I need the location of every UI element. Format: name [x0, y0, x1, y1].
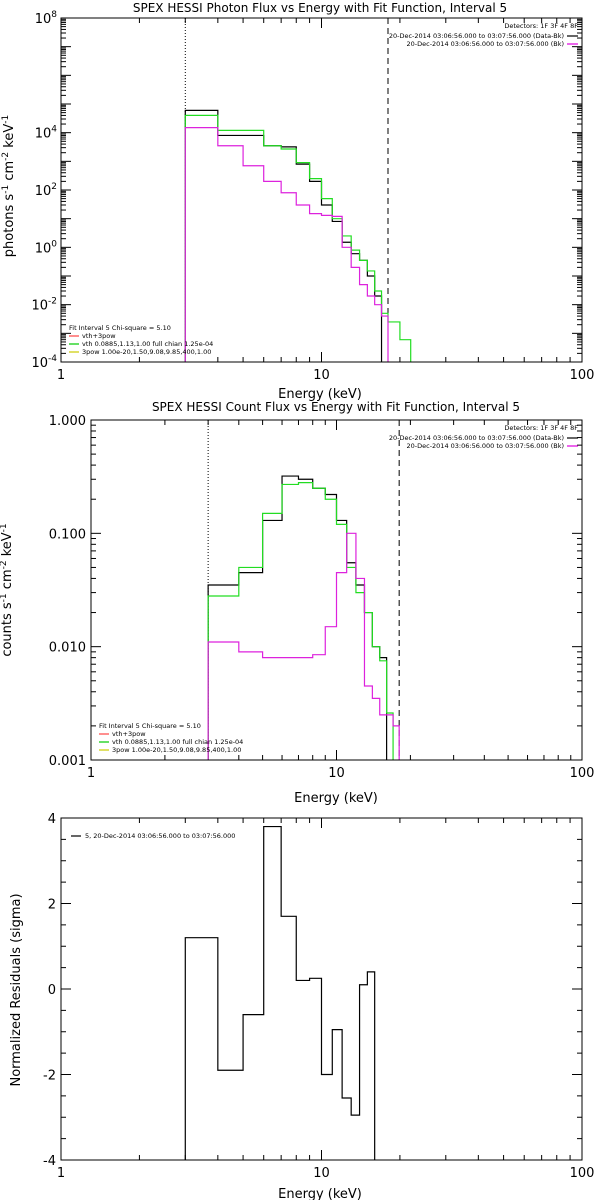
legend-entry-text: vth+3pow: [82, 332, 116, 340]
series-0-step-line: [207, 475, 388, 760]
x-tick-label: 100: [570, 1166, 595, 1181]
x-tick-label: 1: [87, 766, 95, 781]
y-tick-label: 108: [35, 10, 58, 27]
residuals-xlabel: Energy (keV): [278, 1187, 362, 1200]
x-tick-label: 10: [313, 1166, 330, 1181]
y-tick-label: 0.100: [49, 527, 86, 542]
photon-flux-panel: SPEX HESSI Photon Flux vs Energy with Fi…: [1, 1, 594, 402]
y-tick-label: 102: [35, 182, 57, 199]
y-tick-label: 0: [48, 983, 56, 998]
y-tick-label: 100: [35, 239, 58, 256]
legend-entry-text: 20-Dec-2014 03:06:56.000 to 03:07:56.000…: [407, 40, 565, 48]
y-tick-label: -2: [43, 1069, 56, 1084]
x-tick-label: 10: [328, 766, 345, 781]
photon-flux-ylabel: photons s-1 cm-2 keV-1: [1, 115, 17, 257]
count-flux-panel: SPEX HESSI Count Flux vs Energy with Fit…: [0, 400, 594, 806]
y-tick-label: -4: [43, 1154, 56, 1169]
y-tick-label: 10-2: [31, 297, 57, 314]
plot-frame: [60, 17, 583, 363]
x-tick-label: 100: [570, 766, 595, 781]
y-tick-label: 2: [48, 898, 56, 913]
legend-entry-text: 5, 20-Dec-2014 03:06:56.000 to 03:07:56.…: [85, 832, 235, 840]
count-flux-xlabel: Energy (keV): [294, 791, 378, 806]
legend-entry-text: 20-Dec-2014 03:06:56.000 to 03:07:56.000…: [407, 442, 565, 450]
y-tick-label: 10-4: [31, 354, 57, 371]
legend-fit-header: Fit Interval 5 Chi-square = 5.10: [99, 722, 201, 730]
count-flux-title: SPEX HESSI Count Flux vs Energy with Fit…: [152, 400, 520, 414]
residuals-ylabel: Normalized Residuals (sigma): [9, 893, 24, 1086]
series-2-step-line: [207, 532, 400, 760]
legend-entry-text: 20-Dec-2014 03:06:56.000 to 03:07:56.000…: [389, 32, 564, 40]
photon-flux-title: SPEX HESSI Photon Flux vs Energy with Fi…: [133, 1, 507, 15]
legend-entry-text: 3pow 1.00e-20,1.50,9.08,9.85,400,1.00: [82, 348, 211, 356]
x-tick-label: 10: [313, 368, 330, 383]
y-tick-label: 0.010: [49, 641, 86, 656]
y-tick-label: 1.000: [49, 414, 86, 429]
series-0-step-line: [184, 109, 383, 362]
y-tick-label: 0.001: [49, 754, 86, 769]
plot-frame: [60, 817, 583, 1161]
legend-detectors-text: Detectors: 1F 3F 4F 8F: [504, 22, 578, 30]
y-tick-label: 104: [35, 125, 58, 142]
legend-fit-header: Fit Interval 5 Chi-square = 5.10: [69, 324, 171, 332]
series-1-step-line: [207, 482, 394, 760]
legend-entry-text: 20-Dec-2014 03:06:56.000 to 03:07:56.000…: [389, 434, 564, 442]
y-tick-label: 4: [48, 812, 56, 827]
count-flux-ylabel: counts s-1 cm-2 keV-1: [0, 523, 15, 656]
series-0-step-line: [184, 825, 376, 1160]
legend-entry-text: vth+3pow: [112, 730, 146, 738]
legend-entry-text: vth 0.0885,1.13,1.00 full chian 1.25e-04: [112, 738, 243, 746]
x-tick-label: 100: [570, 368, 595, 383]
series-1-step-line: [184, 114, 412, 362]
x-tick-label: 1: [57, 368, 65, 383]
residuals-panel: Energy (keV) Normalized Residuals (sigma…: [9, 812, 594, 1200]
legend-detectors-text: Detectors: 1F 3F 4F 8F: [504, 424, 578, 432]
photon-flux-xlabel: Energy (keV): [278, 387, 362, 402]
legend-entry-text: vth 0.0885,1.13,1.00 full chian 1.25e-04: [82, 340, 213, 348]
legend-entry-text: 3pow 1.00e-20,1.50,9.08,9.85,400,1.00: [112, 746, 241, 754]
plot-frame: [90, 419, 583, 761]
x-tick-label: 1: [57, 1166, 65, 1181]
series-2-step-line: [184, 127, 389, 362]
